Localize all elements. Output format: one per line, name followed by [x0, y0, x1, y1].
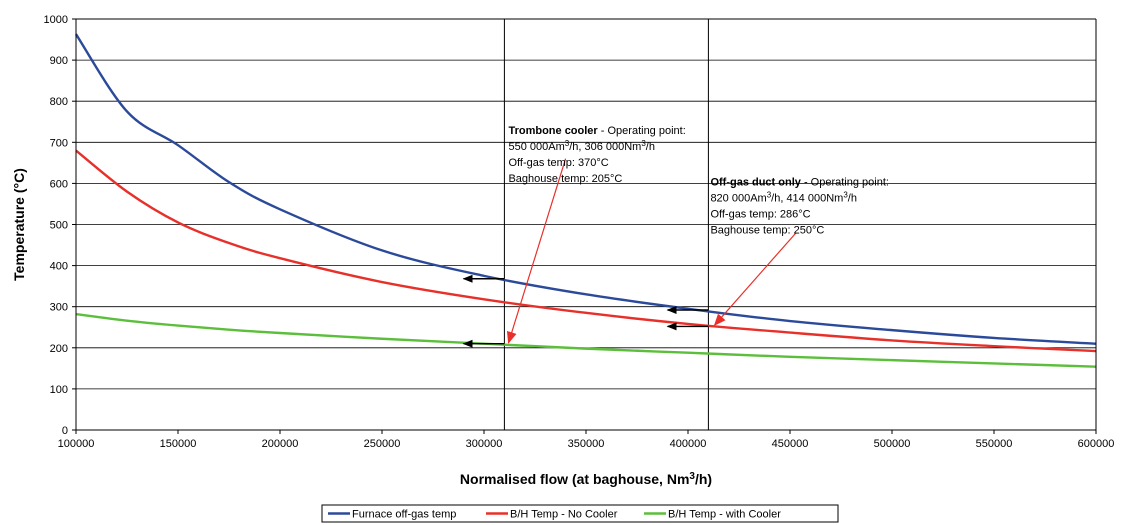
- annotations: Trombone cooler - Operating point: 550 00…: [508, 125, 888, 236]
- annotation-sup: 3: [767, 190, 772, 199]
- x-tick-label: 100000: [58, 438, 95, 450]
- annotation-line: Off-gas temp: 286°C: [710, 208, 810, 220]
- annotation-text: - Operating point:: [598, 125, 686, 137]
- annotation-pointer: [713, 232, 797, 326]
- annotation-text: /h, 414 000Nm: [771, 192, 843, 204]
- series-line-1: [74, 33, 1097, 345]
- x-axis-title-tail: /h): [695, 471, 712, 487]
- operating-point-lines: [503, 19, 709, 430]
- annotation-bold: Off-gas duct only: [710, 176, 801, 188]
- x-tick-label: 200000: [262, 438, 299, 450]
- annotation-pointer: [506, 158, 567, 344]
- series-line-3: [75, 312, 1097, 368]
- annotation-text: Baghouse temp: 205°C: [508, 173, 622, 185]
- x-axis-title-text: Normalised flow (at baghouse, Nm: [460, 471, 689, 487]
- legend-label-1: Furnace off-gas temp: [352, 509, 456, 521]
- x-tick-label: 150000: [160, 438, 197, 450]
- annotation-line: Off-gas temp: 370°C: [508, 157, 608, 169]
- y-tick-label: 900: [50, 55, 68, 67]
- y-tick-label: 700: [50, 137, 68, 149]
- annotation-line: Baghouse temp: 205°C: [508, 173, 622, 185]
- x-tick-label: 550000: [976, 438, 1013, 450]
- annotation-text: /h: [848, 192, 857, 204]
- series-lines: [74, 33, 1097, 368]
- annotation-text: - Operating point:: [801, 176, 889, 188]
- annotation-text: /h: [646, 141, 655, 153]
- axes: [72, 18, 1097, 434]
- x-tick-label: 350000: [568, 438, 605, 450]
- annotation-line: Off-gas duct only - Operating point:: [710, 176, 889, 188]
- x-tick-label: 600000: [1078, 438, 1115, 450]
- y-tick-label: 200: [50, 343, 68, 355]
- annotation-1: Trombone cooler - Operating point: 550 00…: [508, 125, 685, 185]
- y-tick-label: 1000: [44, 14, 68, 26]
- annotation-text: Off-gas temp: 286°C: [710, 208, 810, 220]
- annotation-text: Off-gas temp: 370°C: [508, 157, 608, 169]
- legend-label-3: B/H Temp - with Cooler: [668, 509, 781, 521]
- annotation-pointers: [506, 158, 797, 344]
- x-axis-title: Normalised flow (at baghouse, Nm3/h): [460, 471, 712, 488]
- annotation-text: /h, 306 000Nm: [569, 141, 641, 153]
- y-tick-label: 400: [50, 261, 68, 273]
- x-axis-title-sup: 3: [689, 471, 695, 482]
- annotation-2: Off-gas duct only - Operating point: 820 …: [710, 176, 889, 236]
- y-tick-label: 800: [50, 96, 68, 108]
- annotation-sup: 3: [565, 139, 570, 148]
- y-tick-labels: 0 100 200 300 400 500 600 700 800 900 1000: [44, 14, 68, 437]
- annotation-line: 550 000Am3/h, 306 000Nm3/h: [508, 139, 655, 154]
- x-tick-label: 450000: [772, 438, 809, 450]
- annotation-line: Baghouse temp: 250°C: [710, 224, 824, 236]
- annotation-text: 820 000Am: [710, 192, 766, 204]
- y-tick-label: 100: [50, 384, 68, 396]
- legend-label-2: B/H Temp - No Cooler: [510, 509, 618, 521]
- annotation-line: Trombone cooler - Operating point:: [508, 125, 685, 137]
- annotation-sup: 3: [843, 190, 848, 199]
- y-axis-title: Temperature (°C): [11, 168, 27, 281]
- x-tick-label: 250000: [364, 438, 401, 450]
- annotation-text: Baghouse temp: 250°C: [710, 224, 824, 236]
- y-tick-label: 500: [50, 220, 68, 232]
- annotation-text: 550 000Am: [508, 141, 564, 153]
- x-tick-labels: 100000 150000 200000 250000 300000 350000 4000…: [58, 438, 1115, 450]
- series-line-2: [75, 149, 1097, 353]
- legend: Furnace off-gas temp B/H Temp - No Cooler…: [321, 504, 839, 523]
- x-tick-label: 400000: [670, 438, 707, 450]
- x-tick-label: 500000: [874, 438, 911, 450]
- operating-point-arrows: [462, 274, 709, 348]
- annotation-bold: Trombone cooler: [508, 125, 598, 137]
- y-tick-label: 300: [50, 302, 68, 314]
- x-tick-label: 300000: [466, 438, 503, 450]
- legend-box: [321, 504, 839, 523]
- annotation-sup: 3: [641, 139, 646, 148]
- annotation-line: 820 000Am3/h, 414 000Nm3/h: [710, 190, 857, 205]
- y-tick-label: 600: [50, 178, 68, 190]
- y-tick-label: 0: [62, 425, 68, 437]
